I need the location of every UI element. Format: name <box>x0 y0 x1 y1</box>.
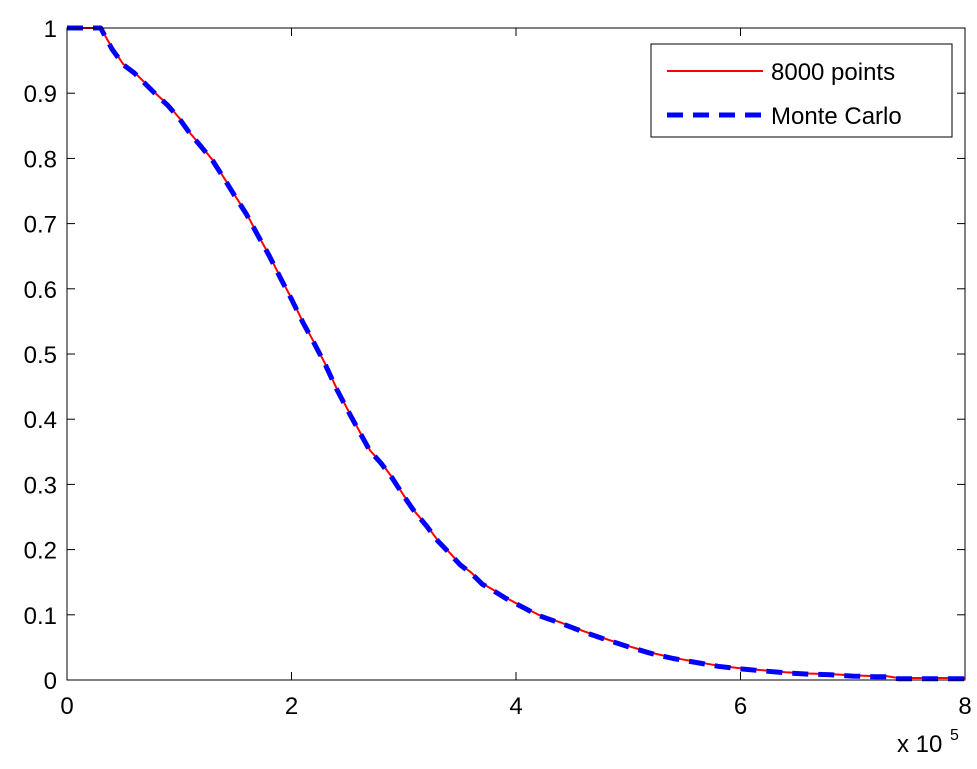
y-tick-label: 0.3 <box>24 472 57 499</box>
x-tick-label: 2 <box>285 693 298 720</box>
y-tick-label: 0.9 <box>24 81 57 108</box>
y-tick-label: 0 <box>44 668 57 695</box>
axis-ticks <box>66 27 966 681</box>
y-tick-label: 0.8 <box>24 146 57 173</box>
y-tick-label: 0.4 <box>24 407 57 434</box>
y-tick-label: 0.7 <box>24 212 57 239</box>
x-tick-label: 8 <box>958 693 971 720</box>
x-tick-label: 6 <box>734 693 747 720</box>
x-tick-label: 0 <box>60 693 73 720</box>
x-axis-multiplier: x 10 5 <box>897 727 959 758</box>
legend: 8000 points Monte Carlo <box>650 43 953 138</box>
y-tick-label: 0.1 <box>24 603 57 630</box>
plot-lines <box>67 25 965 682</box>
legend-label-8000-points: 8000 points <box>771 59 895 86</box>
y-tick-label: 0.2 <box>24 538 57 565</box>
legend-label-monte-carlo: Monte Carlo <box>771 103 902 130</box>
y-tick-label: 0.6 <box>24 277 57 304</box>
x-multiplier-exponent: 5 <box>950 727 959 744</box>
legend-box <box>650 43 953 138</box>
x-tick-label: 4 <box>509 693 522 720</box>
x-multiplier-base: x 10 <box>897 731 942 758</box>
y-tick-label: 1 <box>44 16 57 43</box>
axis-tick-labels: 0 2 4 6 8 0 0.1 0.2 0.3 0.4 0.5 0.6 0.7 0.8 0.9 1 <box>24 16 972 720</box>
y-tick-label: 0.5 <box>24 342 57 369</box>
series-line-monte-carlo <box>67 25 965 682</box>
